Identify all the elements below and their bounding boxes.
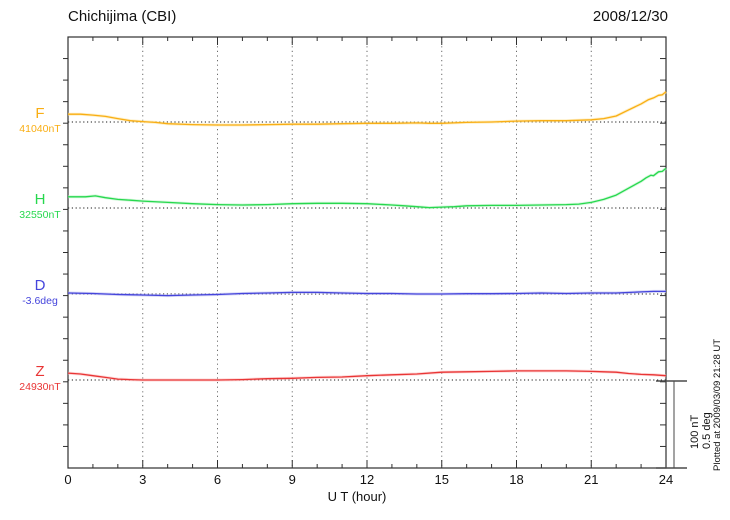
series-label-D: D -3.6deg — [8, 278, 72, 307]
series-baseline-value-Z: 24930nT — [19, 381, 61, 393]
series-letter-Z: Z — [35, 363, 45, 380]
x-tick-label-3: 3 — [139, 472, 147, 487]
series-baseline-value-F: 41040nT — [19, 123, 61, 135]
series-letter-F: F — [35, 105, 45, 122]
observation-date: 2008/12/30 — [592, 8, 668, 25]
series-letter-D: D — [34, 277, 46, 294]
station-title: Chichijima (CBI) — [68, 8, 177, 25]
series-label-Z: Z 24930nT — [8, 364, 72, 393]
x-tick-label-24: 24 — [658, 472, 674, 487]
scalebar-label: 100 nT 0.5 deg — [689, 412, 713, 449]
x-tick-label-15: 15 — [434, 472, 449, 487]
series-letter-H: H — [34, 191, 46, 208]
x-tick-label-0: 0 — [64, 472, 72, 487]
x-tick-label-6: 6 — [213, 472, 222, 487]
trace-D — [67, 290, 666, 297]
x-tick-label-9: 9 — [288, 472, 296, 487]
series-label-H: H 32550nT — [8, 192, 72, 221]
series-baseline-value-H: 32550nT — [19, 209, 61, 221]
trace-Z — [67, 370, 667, 381]
trace-H — [68, 167, 667, 209]
plotted-at-note: Plotted at 2009/03/09 21:28 UT — [712, 338, 723, 471]
x-axis-label: U T (hour) — [327, 489, 387, 504]
x-tick-label-12: 12 — [359, 472, 375, 487]
x-tick-label-18: 18 — [509, 472, 524, 487]
series-label-F: F 41040nT — [8, 106, 72, 135]
trace-F — [68, 91, 667, 126]
series-baseline-value-D: -3.6deg — [22, 295, 58, 307]
scalebar-nt-label: 100 nT — [689, 414, 701, 449]
x-tick-label-21: 21 — [584, 472, 599, 487]
